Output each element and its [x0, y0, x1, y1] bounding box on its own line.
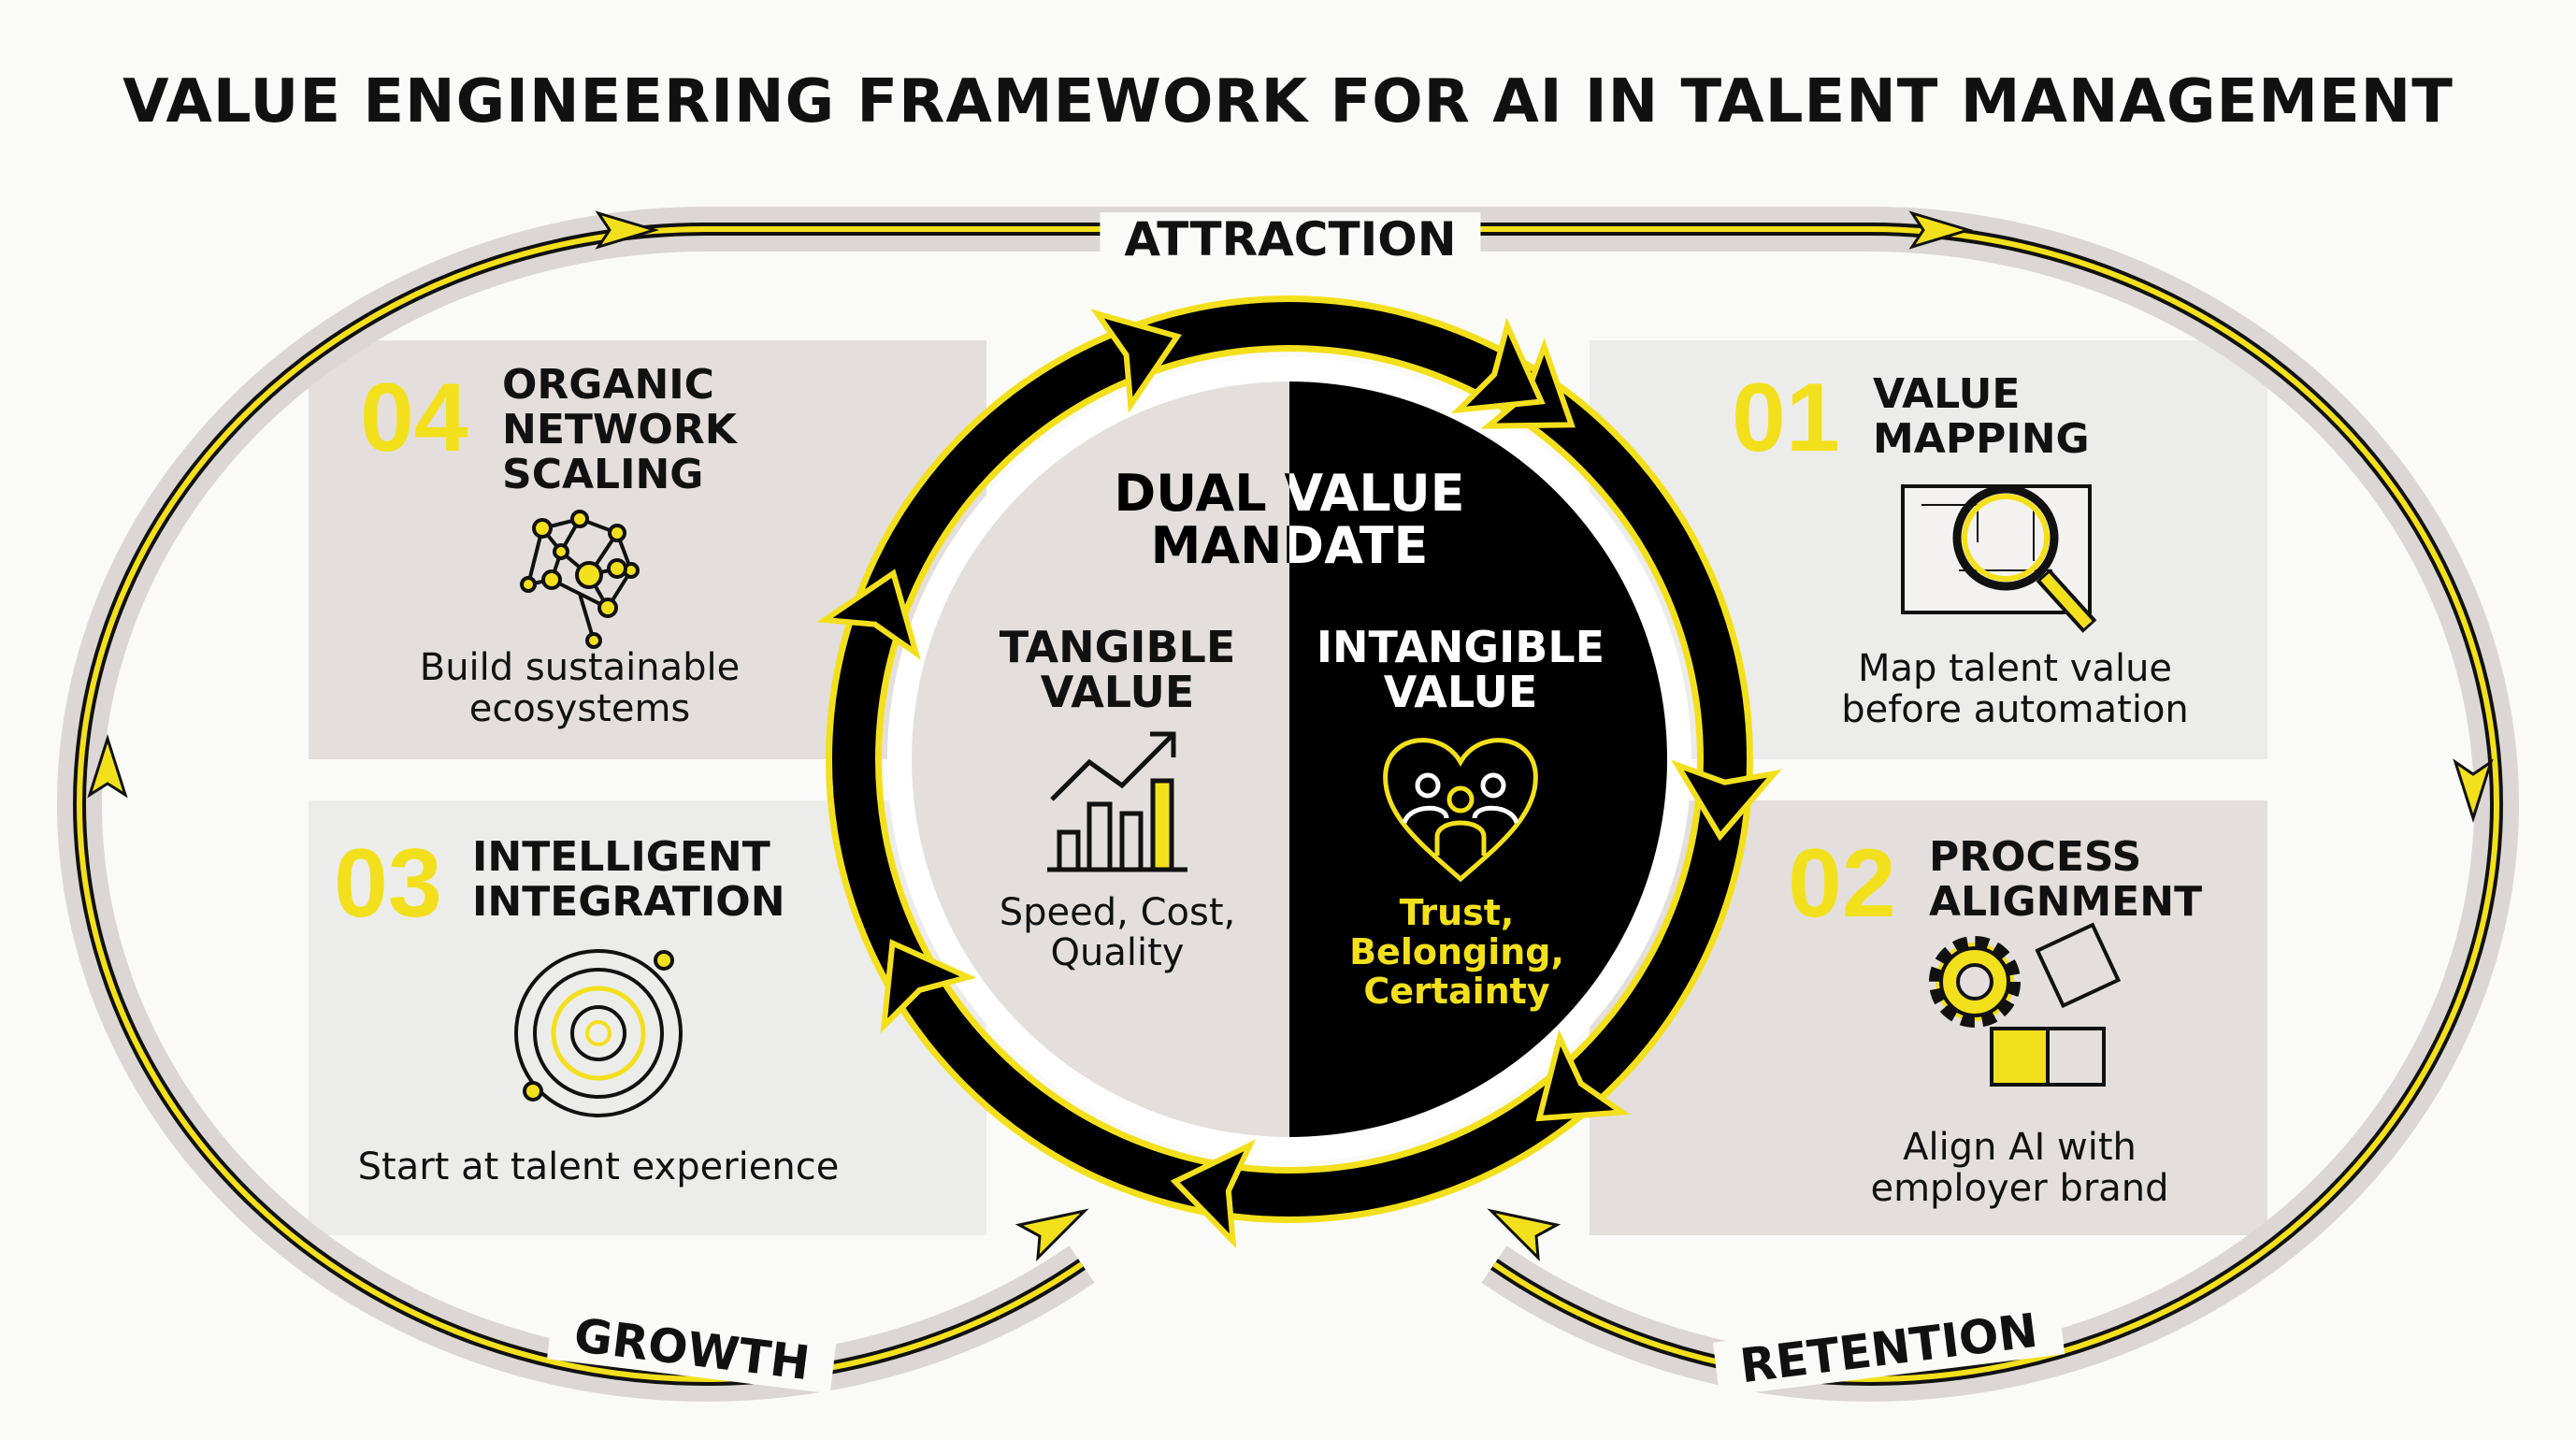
- step-number: 02: [1788, 829, 1896, 938]
- ring-arrowhead-icon: [1450, 317, 1546, 414]
- tangible-description: Speed, Cost, Quality: [999, 891, 1236, 974]
- step-description: Start at talent experience: [357, 1145, 840, 1188]
- intangible-half: [1289, 382, 1667, 1137]
- ring-arrowhead-icon: [816, 569, 921, 660]
- step-number: 01: [1732, 364, 1840, 472]
- step-title: ORGANIC NETWORK SCALING: [502, 361, 737, 498]
- ring-arrowhead-icon: [1090, 309, 1182, 413]
- arrow-icon: [1015, 1208, 1089, 1261]
- center-title: DUAL VALUE MANDATE: [915, 468, 1663, 572]
- tangible-title: TANGIBLE VALUE: [999, 622, 1236, 717]
- loop-label-attraction: ATTRACTION: [1100, 212, 1481, 266]
- step-description: Align AI with employer brand: [1870, 1126, 2169, 1210]
- step-title: INTELLIGENT INTEGRATION: [472, 833, 785, 926]
- page-title: VALUE ENGINEERING FRAMEWORK FOR AI IN TA…: [122, 67, 2454, 137]
- concentric-target-icon: [514, 949, 683, 1117]
- arrow-icon: [1908, 210, 1974, 250]
- cycle-ring: [816, 295, 1782, 1249]
- heart-people-icon: [1383, 738, 1538, 883]
- gear-puzzle-icon: [1929, 922, 2122, 1087]
- tangible-half: [912, 382, 1289, 1137]
- intangible-description: Trust, Belonging, Certainty: [1349, 892, 1564, 1012]
- ring-arrowhead-icon: [1170, 1139, 1256, 1249]
- step-number: 04: [360, 364, 468, 472]
- step-description: Map talent value before automation: [1841, 647, 2189, 731]
- ring-arrowhead-icon: [1535, 1029, 1631, 1122]
- arrow-icon: [2453, 758, 2494, 823]
- arrow-icon: [87, 734, 128, 799]
- brain-network-icon: [520, 510, 640, 649]
- arrow-icon: [1487, 1208, 1561, 1261]
- arrow-icon: [595, 210, 660, 250]
- intangible-title: INTANGIBLE VALUE: [1316, 622, 1605, 717]
- outer-loop-arrowheads: [87, 210, 2494, 1261]
- ring-arrowhead-icon: [1671, 759, 1782, 842]
- step-title: VALUE MAPPING: [1873, 370, 2090, 463]
- ring-arrowhead-icon: [880, 939, 977, 1034]
- magnifier-blueprint-icon: [1901, 484, 2097, 633]
- step-number: 03: [334, 829, 442, 938]
- step-title: PROCESS ALIGNMENT: [1929, 833, 2203, 926]
- bar-chart-growth-icon: [1047, 731, 1187, 872]
- step-description: Build sustainable ecosystems: [419, 646, 741, 730]
